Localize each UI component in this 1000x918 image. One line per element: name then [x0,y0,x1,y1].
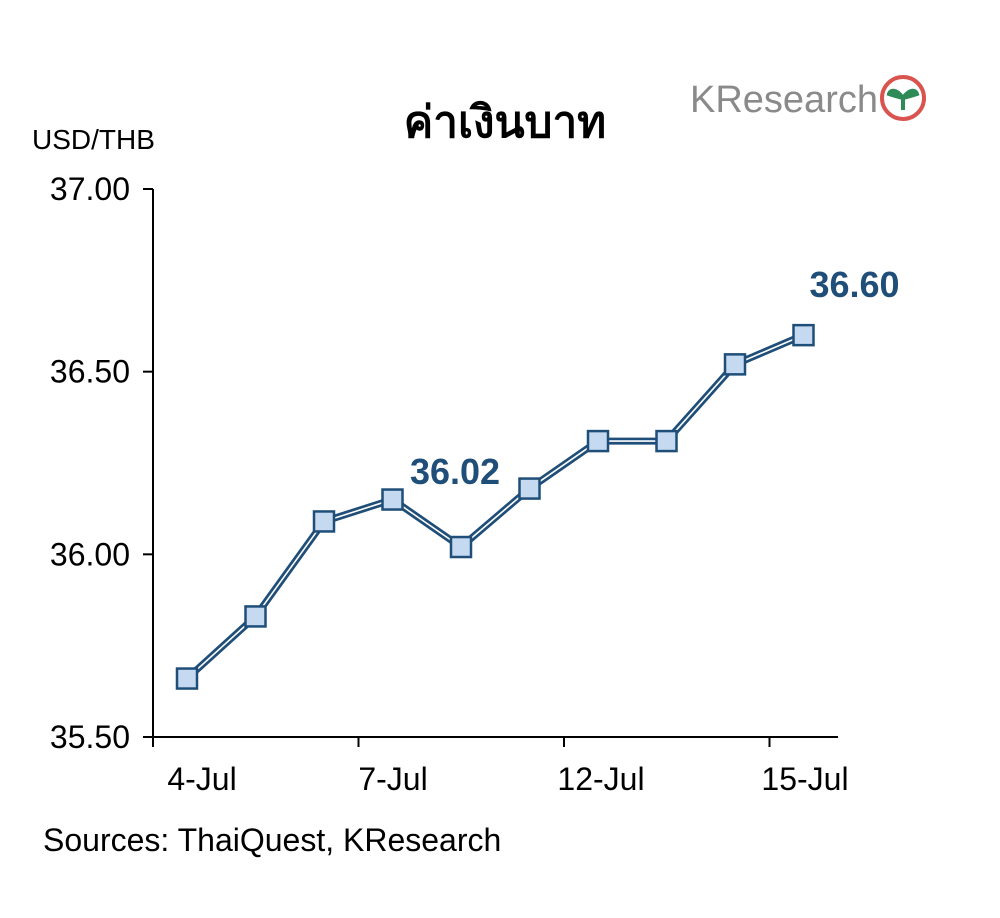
data-point-marker [175,667,199,690]
data-point-marker [723,353,747,376]
kresearch-logo: KResearch [690,75,926,121]
data-point-marker [449,535,473,559]
kasikorn-leaf-icon [880,75,926,121]
y-axis-ticks: 35.50 36.00 36.50 37.00 [50,171,153,755]
data-point-marker [312,510,336,533]
data-label: 36.02 [410,451,500,492]
source-note: Sources: ThaiQuest, KResearch [43,822,501,858]
y-tick-label: 36.00 [50,536,130,572]
y-tick-label: 35.50 [50,719,130,755]
x-tick-label: 7-Jul [358,761,427,797]
series-line-highlight [186,334,804,680]
series-layer [175,323,815,690]
y-axis-unit-label: USD/THB [32,124,155,155]
y-tick-label: 37.00 [50,171,130,207]
series-line [184,331,805,682]
x-axis-ticks: 4-Jul 7-Jul 12-Jul 15-Jul [152,737,849,797]
x-tick-label: 4-Jul [167,761,236,797]
data-point-marker [655,429,678,453]
x-tick-label: 15-Jul [761,761,848,797]
data-label: 36.60 [809,264,899,305]
data-point-marker [792,323,815,347]
data-point-marker [518,477,541,500]
x-tick-label: 12-Jul [557,761,644,797]
data-point-marker [381,488,404,511]
logo-text: KResearch [690,79,878,121]
data-point-marker [586,429,610,453]
chart-title: ค่าเงินบาท [404,97,606,148]
data-labels-layer: 36.02 36.60 [410,264,900,492]
y-tick-label: 36.50 [50,354,130,390]
data-point-marker [244,605,267,628]
